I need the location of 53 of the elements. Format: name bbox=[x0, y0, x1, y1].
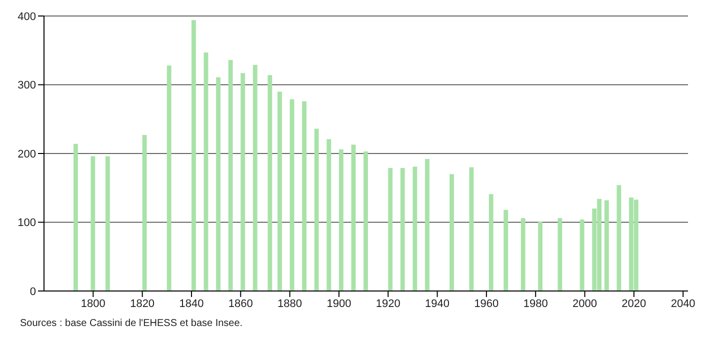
bar bbox=[105, 156, 110, 291]
bar bbox=[338, 149, 344, 291]
bar bbox=[278, 92, 282, 291]
bar bbox=[424, 159, 430, 291]
x-tick-label: 1800 bbox=[80, 298, 106, 310]
x-tick-label: 1880 bbox=[278, 298, 302, 310]
bar bbox=[400, 168, 405, 291]
bar bbox=[90, 156, 96, 291]
bar bbox=[216, 77, 220, 291]
bar bbox=[204, 52, 208, 291]
x-tick-label: 1920 bbox=[376, 298, 400, 310]
bar bbox=[191, 20, 196, 291]
bar bbox=[302, 101, 307, 291]
x-tick-label: 2040 bbox=[670, 298, 696, 310]
bar bbox=[268, 75, 272, 291]
x-tick-label: 1940 bbox=[425, 298, 450, 310]
bar bbox=[351, 144, 356, 291]
x-tick-label: 1860 bbox=[228, 298, 253, 310]
x-tick-label: 1900 bbox=[326, 298, 352, 310]
y-tick-label: 400 bbox=[18, 10, 36, 23]
bar bbox=[558, 218, 562, 291]
y-tick-label: 200 bbox=[18, 148, 36, 160]
bar bbox=[326, 139, 332, 291]
x-tick-label: 2020 bbox=[622, 298, 646, 310]
bar bbox=[290, 99, 294, 291]
bar bbox=[364, 151, 368, 291]
x-tick-label: 1820 bbox=[130, 298, 155, 310]
x-tick-label: 2000 bbox=[572, 298, 598, 310]
bar bbox=[388, 168, 393, 291]
bar bbox=[142, 134, 147, 291]
bar bbox=[240, 73, 246, 291]
y-tick-label: 0 bbox=[30, 286, 36, 298]
bar bbox=[604, 200, 609, 291]
bar bbox=[450, 174, 454, 291]
x-tick-label: 1980 bbox=[523, 298, 548, 310]
bar bbox=[488, 194, 494, 291]
bar bbox=[73, 144, 78, 291]
bar bbox=[314, 128, 319, 291]
bar bbox=[166, 66, 172, 291]
y-tick-label: 100 bbox=[18, 217, 36, 230]
source-note: Sources : base Cassini de l'EHESS et base Insee. bbox=[20, 318, 243, 329]
bar bbox=[469, 167, 474, 291]
bar bbox=[580, 220, 584, 291]
bar bbox=[520, 218, 526, 291]
y-tick-label: 300 bbox=[18, 80, 36, 92]
x-tick-label: 1840 bbox=[179, 298, 204, 310]
bar bbox=[616, 185, 622, 291]
bar bbox=[412, 166, 418, 291]
bar bbox=[504, 210, 508, 291]
bar bbox=[252, 64, 258, 291]
x-tick-label: 1960 bbox=[474, 298, 499, 310]
bar bbox=[228, 60, 233, 291]
bar bbox=[538, 222, 542, 291]
